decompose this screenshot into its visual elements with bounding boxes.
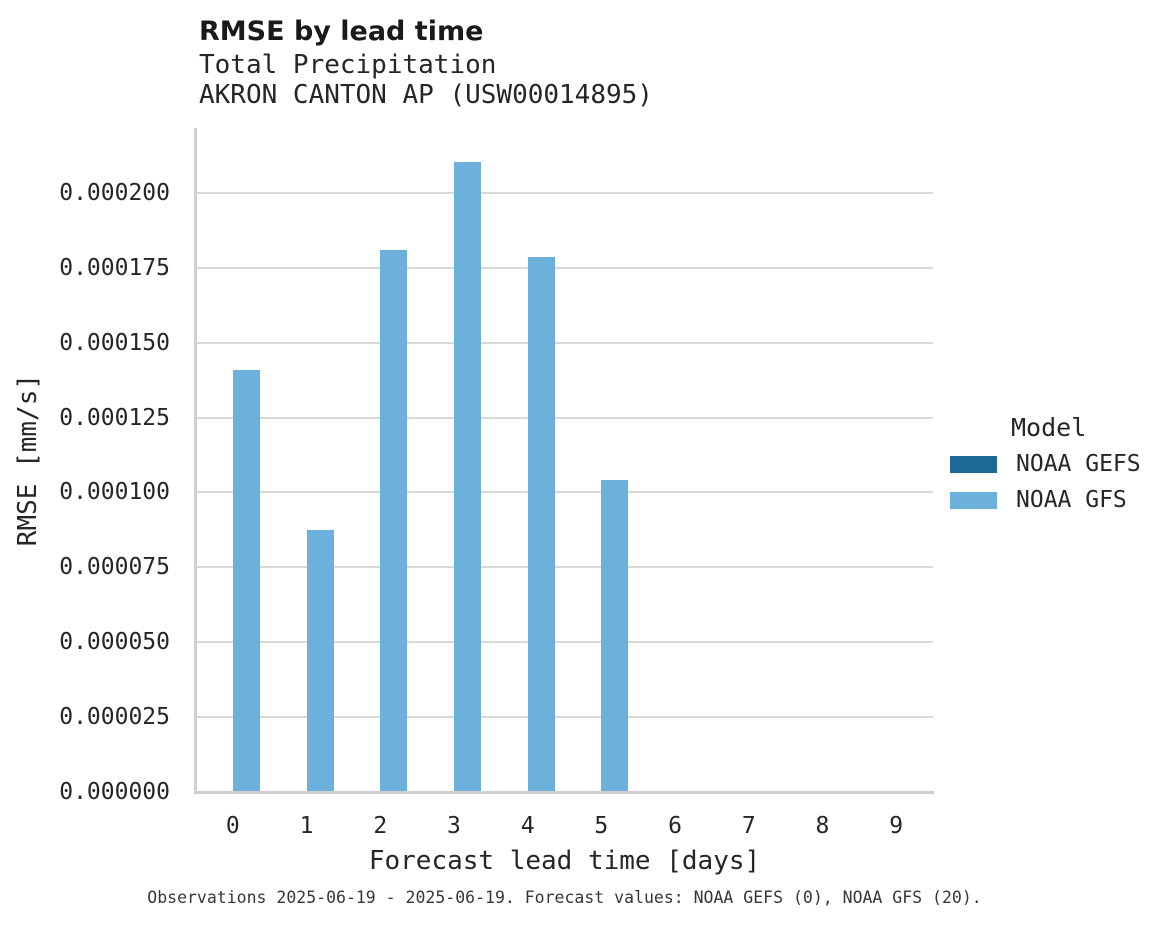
x-tick-label: 5	[594, 813, 609, 839]
legend-swatch-icon	[950, 455, 997, 473]
legend-item: NOAA GFS	[950, 482, 1141, 518]
gridline	[196, 566, 933, 569]
plot-area	[194, 128, 934, 794]
x-tick-label: 6	[668, 813, 682, 839]
legend-label: NOAA GFS	[1016, 487, 1127, 513]
bar-noaa-gfs-lead-0	[232, 369, 260, 791]
y-tick-label: 0.000200	[59, 179, 170, 206]
y-tick-label: 0.000150	[59, 329, 170, 356]
bar-noaa-gfs-lead-4	[527, 257, 555, 791]
x-tick-label: 8	[815, 813, 830, 839]
legend-label: NOAA GEFS	[1016, 451, 1141, 477]
legend-item: NOAA GEFS	[950, 446, 1141, 482]
x-tick-label: 1	[299, 813, 314, 839]
chart-title: RMSE by lead time	[199, 16, 484, 47]
caption: Observations 2025-06-19 - 2025-06-19. Fo…	[147, 888, 982, 907]
bar-noaa-gfs-lead-1	[306, 530, 334, 791]
x-axis-title: Forecast lead time [days]	[368, 846, 761, 876]
x-tick-label: 4	[520, 813, 535, 839]
y-tick-label: 0.000000	[59, 779, 170, 805]
x-tick-label: 7	[741, 813, 756, 839]
x-tick-label: 0	[225, 813, 240, 839]
y-tick-label: 0.000025	[59, 704, 170, 731]
gridline	[196, 641, 933, 644]
x-tick-label: 2	[373, 813, 388, 839]
y-tick-label: 0.000125	[59, 404, 170, 431]
bar-noaa-gfs-lead-2	[380, 250, 408, 791]
gridline	[196, 416, 933, 419]
gridline	[196, 491, 933, 494]
x-tick-label: 9	[889, 813, 904, 839]
legend-swatch-icon	[950, 491, 997, 509]
y-axis-line	[194, 128, 197, 794]
chart-subtitle-station: AKRON CANTON AP (USW00014895)	[199, 80, 653, 110]
y-axis-title-text: RMSE [mm/s]	[13, 373, 43, 547]
gridline	[196, 191, 933, 194]
x-axis-line	[194, 791, 934, 794]
chart-subtitle-variable: Total Precipitation	[199, 50, 497, 80]
y-tick-label: 0.000100	[59, 479, 170, 506]
bar-noaa-gfs-lead-5	[601, 480, 629, 791]
legend-title: Model	[1011, 413, 1087, 442]
y-tick-label: 0.000075	[59, 554, 170, 581]
x-tick-label: 3	[447, 813, 461, 839]
y-tick-label: 0.000175	[59, 254, 170, 281]
y-axis-title: RMSE [mm/s]	[13, 128, 43, 792]
gridline	[196, 341, 933, 344]
gridline	[196, 716, 933, 719]
bar-noaa-gfs-lead-3	[453, 161, 481, 791]
y-tick-label: 0.000050	[59, 629, 170, 656]
legend-items: NOAA GEFS NOAA GFS	[950, 446, 1141, 518]
gridline	[196, 266, 933, 269]
